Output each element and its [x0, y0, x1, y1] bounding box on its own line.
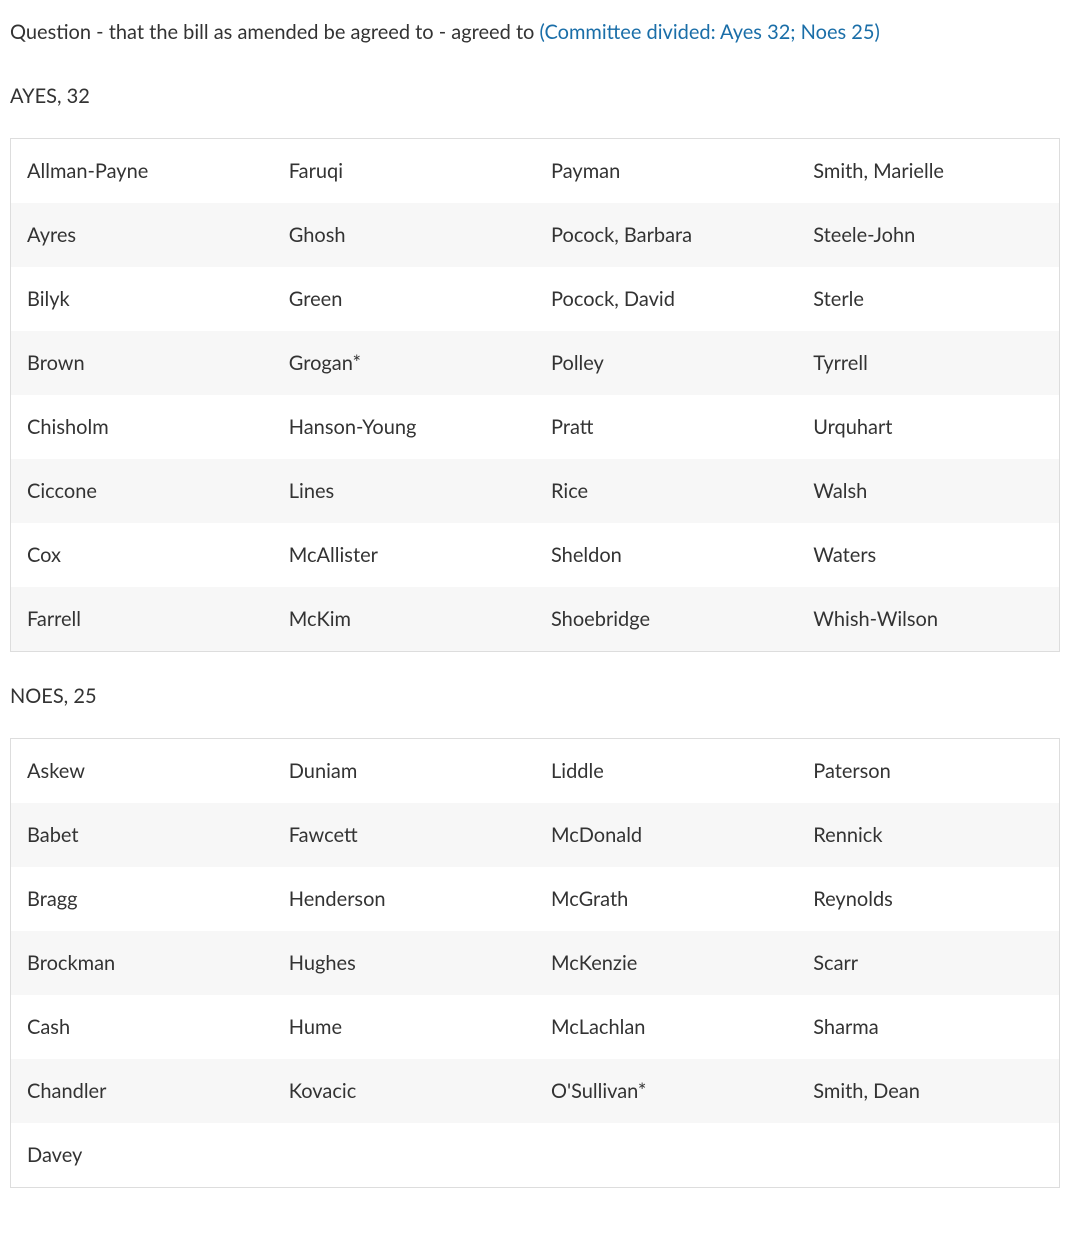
table-cell — [273, 1123, 535, 1188]
table-cell: Shoebridge — [535, 587, 797, 652]
table-row: ChandlerKovacicO'Sullivan*Smith, Dean — [11, 1059, 1060, 1123]
table-cell: Rennick — [797, 803, 1059, 867]
table-cell: Lines — [273, 459, 535, 523]
table-cell: Whish-Wilson — [797, 587, 1059, 652]
table-cell: Pocock, David — [535, 267, 797, 331]
table-cell: Fawcett — [273, 803, 535, 867]
table-row: BilykGreenPocock, DavidSterle — [11, 267, 1060, 331]
table-cell: Grogan* — [273, 331, 535, 395]
table-cell: Waters — [797, 523, 1059, 587]
table-cell: Green — [273, 267, 535, 331]
table-cell: Reynolds — [797, 867, 1059, 931]
table-cell: McKim — [273, 587, 535, 652]
table-cell: Smith, Dean — [797, 1059, 1059, 1123]
table-cell: Hume — [273, 995, 535, 1059]
table-cell: McAllister — [273, 523, 535, 587]
table-row: CashHumeMcLachlanSharma — [11, 995, 1060, 1059]
table-cell: McLachlan — [535, 995, 797, 1059]
table-cell: Smith, Marielle — [797, 139, 1059, 204]
table-row: BrownGrogan*PolleyTyrrell — [11, 331, 1060, 395]
table-cell: Faruqi — [273, 139, 535, 204]
table-cell: Askew — [11, 739, 273, 804]
table-row: ChisholmHanson-YoungPrattUrquhart — [11, 395, 1060, 459]
table-row: AskewDuniamLiddlePaterson — [11, 739, 1060, 804]
table-cell: Allman-Payne — [11, 139, 273, 204]
table-cell: Chandler — [11, 1059, 273, 1123]
table-cell: Scarr — [797, 931, 1059, 995]
table-cell: Steele-John — [797, 203, 1059, 267]
table-cell: Walsh — [797, 459, 1059, 523]
table-row: AyresGhoshPocock, BarbaraSteele-John — [11, 203, 1060, 267]
table-cell: McGrath — [535, 867, 797, 931]
table-cell: Ciccone — [11, 459, 273, 523]
table-cell: Payman — [535, 139, 797, 204]
table-cell — [535, 1123, 797, 1188]
table-cell: McKenzie — [535, 931, 797, 995]
table-cell: Bragg — [11, 867, 273, 931]
table-cell: Ghosh — [273, 203, 535, 267]
table-cell: Chisholm — [11, 395, 273, 459]
table-cell: Davey — [11, 1123, 273, 1188]
question-line: Question - that the bill as amended be a… — [10, 18, 1060, 46]
table-cell: Babet — [11, 803, 273, 867]
ayes-table: Allman-PayneFaruqiPaymanSmith, MarielleA… — [10, 138, 1060, 652]
table-cell: McDonald — [535, 803, 797, 867]
table-row: CoxMcAllisterSheldonWaters — [11, 523, 1060, 587]
ayes-heading: AYES, 32 — [10, 82, 1060, 110]
table-cell: Sharma — [797, 995, 1059, 1059]
noes-heading: NOES, 25 — [10, 682, 1060, 710]
table-cell: Pocock, Barbara — [535, 203, 797, 267]
table-cell: Brown — [11, 331, 273, 395]
table-cell: Cash — [11, 995, 273, 1059]
table-cell — [797, 1123, 1059, 1188]
table-cell: Polley — [535, 331, 797, 395]
table-cell: Cox — [11, 523, 273, 587]
table-cell: Hughes — [273, 931, 535, 995]
table-cell: Kovacic — [273, 1059, 535, 1123]
table-row: FarrellMcKimShoebridgeWhish-Wilson — [11, 587, 1060, 652]
noes-table: AskewDuniamLiddlePatersonBabetFawcettMcD… — [10, 738, 1060, 1188]
table-cell: Pratt — [535, 395, 797, 459]
table-cell: Duniam — [273, 739, 535, 804]
table-cell: Urquhart — [797, 395, 1059, 459]
noes-table-body: AskewDuniamLiddlePatersonBabetFawcettMcD… — [11, 739, 1060, 1188]
table-row: Davey — [11, 1123, 1060, 1188]
table-cell: Bilyk — [11, 267, 273, 331]
table-cell: Sheldon — [535, 523, 797, 587]
table-cell: Tyrrell — [797, 331, 1059, 395]
table-row: BabetFawcettMcDonaldRennick — [11, 803, 1060, 867]
ayes-table-body: Allman-PayneFaruqiPaymanSmith, MarielleA… — [11, 139, 1060, 652]
table-cell: Liddle — [535, 739, 797, 804]
table-cell: Paterson — [797, 739, 1059, 804]
table-cell: O'Sullivan* — [535, 1059, 797, 1123]
table-cell: Henderson — [273, 867, 535, 931]
table-cell: Hanson-Young — [273, 395, 535, 459]
table-cell: Sterle — [797, 267, 1059, 331]
table-cell: Farrell — [11, 587, 273, 652]
table-row: Allman-PayneFaruqiPaymanSmith, Marielle — [11, 139, 1060, 204]
table-cell: Brockman — [11, 931, 273, 995]
division-link[interactable]: (Committee divided: Ayes 32; Noes 25) — [540, 20, 880, 44]
table-row: BraggHendersonMcGrathReynolds — [11, 867, 1060, 931]
table-row: CicconeLinesRiceWalsh — [11, 459, 1060, 523]
question-text: Question - that the bill as amended be a… — [10, 20, 540, 44]
table-cell: Ayres — [11, 203, 273, 267]
table-row: BrockmanHughesMcKenzieScarr — [11, 931, 1060, 995]
table-cell: Rice — [535, 459, 797, 523]
